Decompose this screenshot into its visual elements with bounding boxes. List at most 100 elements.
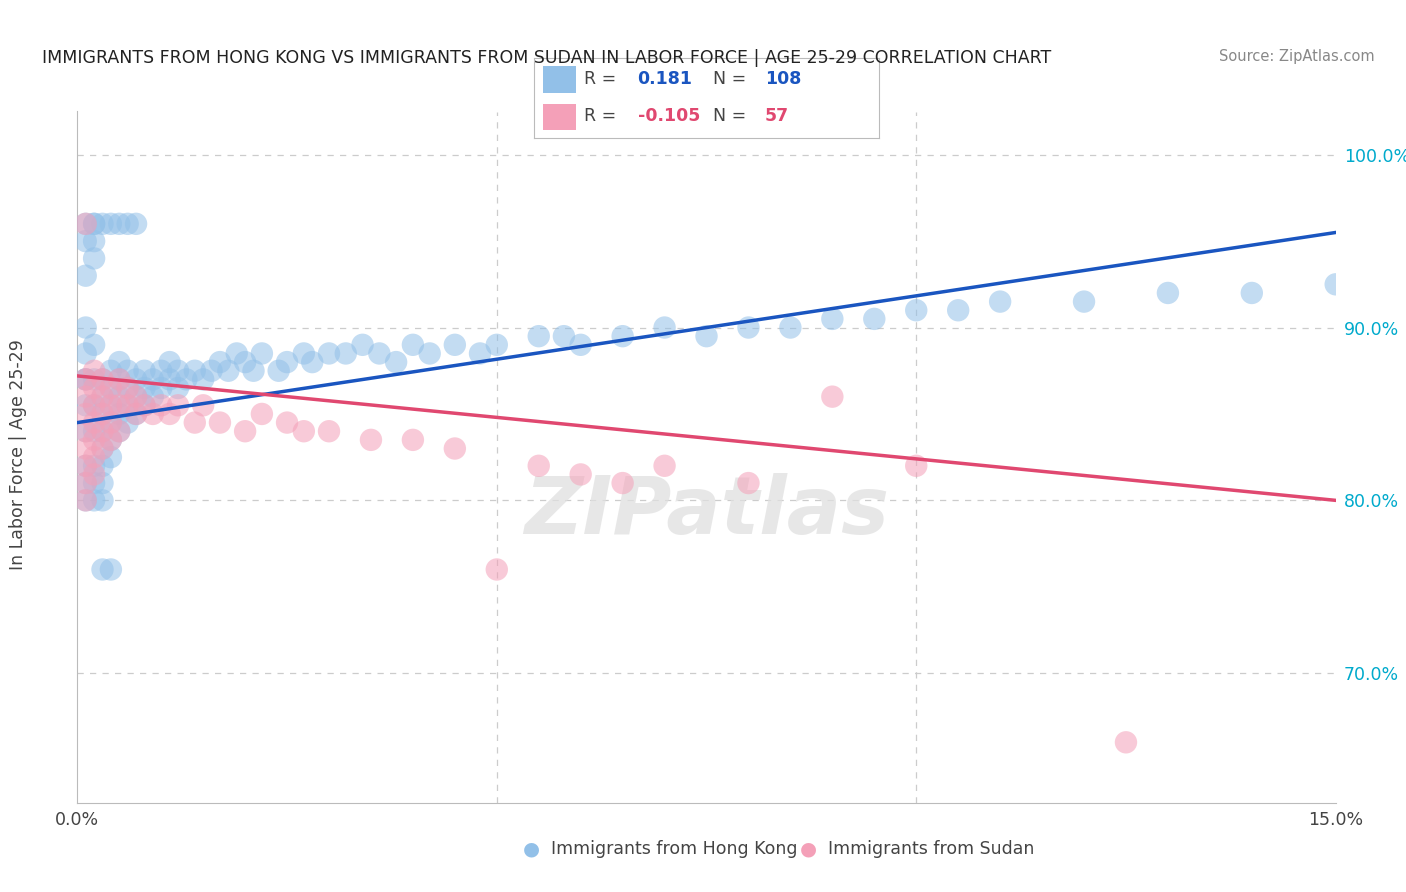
Point xyxy=(108,355,131,369)
Point xyxy=(142,407,165,421)
Point xyxy=(91,390,114,404)
Text: 108: 108 xyxy=(765,70,801,88)
Point xyxy=(100,398,122,412)
Point xyxy=(75,407,97,421)
Point xyxy=(108,424,131,438)
Point xyxy=(335,346,357,360)
Point xyxy=(134,398,156,412)
Point xyxy=(191,372,215,386)
Point xyxy=(83,234,105,248)
Point xyxy=(108,407,131,421)
Text: R =: R = xyxy=(585,70,616,88)
Point xyxy=(368,346,391,360)
Point xyxy=(75,390,97,404)
Point xyxy=(292,346,315,360)
Point xyxy=(108,398,131,412)
Point xyxy=(100,416,122,430)
Point xyxy=(1115,735,1137,749)
Point xyxy=(83,458,105,473)
Text: 57: 57 xyxy=(765,107,789,125)
Point xyxy=(569,467,592,482)
Point xyxy=(83,372,105,386)
Point xyxy=(301,355,323,369)
Text: N =: N = xyxy=(713,107,747,125)
Point xyxy=(108,372,131,386)
Point xyxy=(75,217,97,231)
Point xyxy=(150,364,173,378)
Point xyxy=(83,398,105,412)
Point xyxy=(821,311,844,326)
Point xyxy=(125,407,148,421)
Point xyxy=(117,416,139,430)
Point xyxy=(444,442,467,456)
Point xyxy=(208,355,231,369)
Point xyxy=(948,303,970,318)
Point xyxy=(569,338,592,352)
Point xyxy=(142,372,165,386)
Point xyxy=(75,346,97,360)
Point xyxy=(134,381,156,395)
Point xyxy=(91,372,114,386)
Point xyxy=(83,416,105,430)
Point xyxy=(1157,285,1180,300)
Point xyxy=(217,364,239,378)
Point xyxy=(108,390,131,404)
Point xyxy=(75,268,97,283)
Text: Immigrants from Hong Kong: Immigrants from Hong Kong xyxy=(551,840,797,858)
Point xyxy=(117,381,139,395)
Point xyxy=(100,433,122,447)
Text: R =: R = xyxy=(585,107,616,125)
Point xyxy=(654,458,676,473)
Point xyxy=(75,442,97,456)
Point xyxy=(75,372,97,386)
Point xyxy=(83,338,105,352)
Text: Immigrants from Sudan: Immigrants from Sudan xyxy=(828,840,1035,858)
Point xyxy=(225,346,247,360)
Point xyxy=(419,346,441,360)
Point xyxy=(191,398,215,412)
Point xyxy=(276,416,298,430)
Point xyxy=(292,424,315,438)
Point xyxy=(125,390,148,404)
Point xyxy=(905,458,928,473)
Text: IMMIGRANTS FROM HONG KONG VS IMMIGRANTS FROM SUDAN IN LABOR FORCE | AGE 25-29 CO: IMMIGRANTS FROM HONG KONG VS IMMIGRANTS … xyxy=(42,49,1052,67)
Point xyxy=(527,458,550,473)
Point xyxy=(117,364,139,378)
Point xyxy=(75,217,97,231)
Point xyxy=(737,476,759,491)
Point xyxy=(233,424,256,438)
Point xyxy=(75,320,97,334)
Point xyxy=(117,398,139,412)
Point xyxy=(108,217,131,231)
Point xyxy=(385,355,408,369)
Point xyxy=(75,372,97,386)
Point xyxy=(402,433,425,447)
Point xyxy=(83,433,105,447)
Point xyxy=(83,381,105,395)
Point xyxy=(142,390,165,404)
Point xyxy=(208,416,231,430)
Point xyxy=(352,338,374,352)
Text: Source: ZipAtlas.com: Source: ZipAtlas.com xyxy=(1219,49,1375,64)
Point xyxy=(125,372,148,386)
Point xyxy=(91,562,114,576)
Point xyxy=(91,424,114,438)
Point xyxy=(134,364,156,378)
Text: N =: N = xyxy=(713,70,747,88)
Point xyxy=(863,311,886,326)
Point xyxy=(167,364,190,378)
Point xyxy=(612,329,634,343)
Point xyxy=(200,364,222,378)
Bar xyxy=(543,66,575,93)
Point xyxy=(485,562,508,576)
Point xyxy=(250,346,273,360)
Point xyxy=(91,458,114,473)
Point xyxy=(612,476,634,491)
Text: 0.181: 0.181 xyxy=(638,70,693,88)
Point xyxy=(1073,294,1095,309)
Point xyxy=(100,433,122,447)
Point xyxy=(117,381,139,395)
Point xyxy=(233,355,256,369)
Point xyxy=(176,372,198,386)
Point xyxy=(1240,285,1263,300)
